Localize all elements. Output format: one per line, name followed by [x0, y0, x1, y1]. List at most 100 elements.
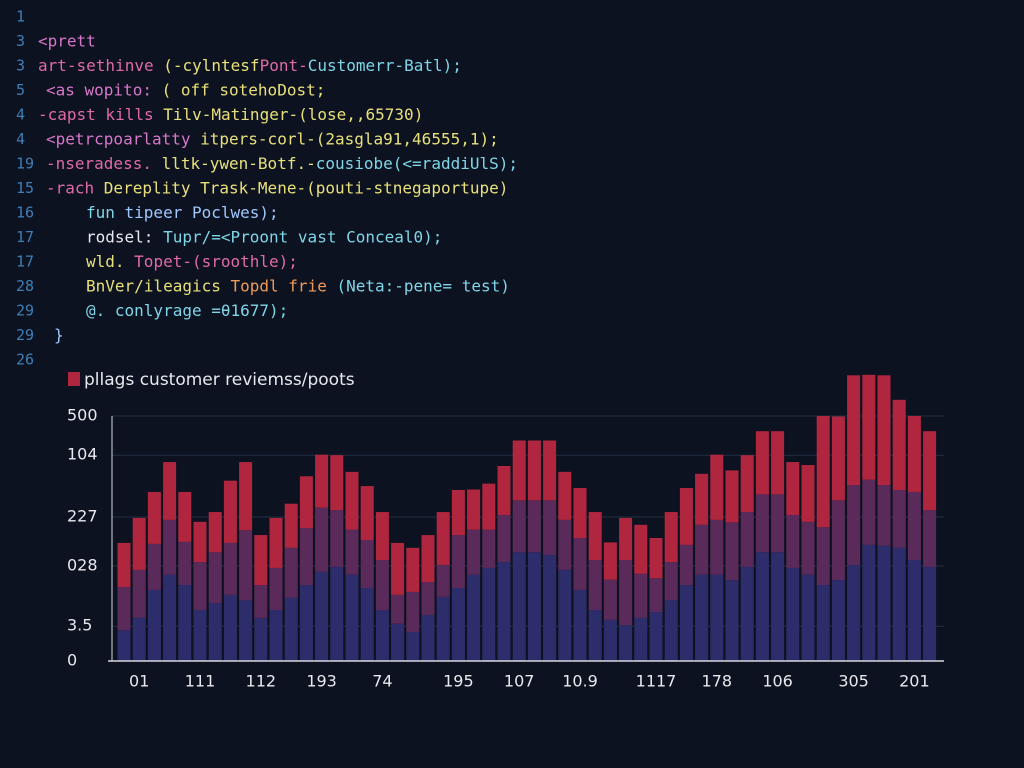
code-token: wld. — [86, 252, 134, 271]
line-number: 17 — [16, 253, 34, 271]
bar-segment — [603, 619, 617, 661]
bar-segment — [360, 486, 374, 540]
bar-segment — [467, 489, 481, 530]
code-token: Topet-(sroothle); — [134, 252, 298, 271]
code-token: Tupr/=<Proont vast Conceal0); — [163, 227, 442, 246]
bar-segment — [132, 517, 146, 570]
bar-segment — [588, 610, 602, 661]
bar-segment — [512, 440, 526, 501]
bar-segment — [725, 522, 739, 581]
bar-segment — [786, 514, 800, 568]
bar-segment — [512, 500, 526, 553]
bar-segment — [862, 544, 876, 661]
bar-segment — [451, 587, 465, 661]
bar-segment — [512, 552, 526, 661]
bar-segment — [816, 527, 830, 586]
line-number: 17 — [16, 228, 34, 246]
bar-segment — [178, 491, 192, 542]
line-number: 4 — [16, 106, 25, 124]
code-token: cousiobe(<=raddiUlS); — [316, 154, 518, 173]
code-token: art-sethinve — [38, 56, 163, 75]
bar-segment — [679, 544, 693, 586]
code-line: -capst kills Tilv-Matinger-(lose,,65730) — [38, 105, 423, 124]
bar-segment — [421, 582, 435, 615]
y-tick-label: 104 — [67, 445, 98, 464]
bar-segment — [436, 564, 450, 597]
bar-segment — [710, 519, 724, 575]
bar-segment — [375, 610, 389, 661]
bar-segment — [619, 625, 633, 661]
bar-segment — [436, 596, 450, 661]
x-tick-label: 106 — [762, 672, 793, 691]
code-token: Dereplity Trask-Mene-(pouti-stnegaportup… — [104, 178, 509, 197]
bar-segment — [299, 585, 313, 661]
x-tick-label: 1117 — [636, 672, 677, 691]
bar-segment — [619, 560, 633, 626]
bar-segment — [771, 552, 785, 661]
bar-segment — [725, 470, 739, 523]
bar-segment — [299, 528, 313, 586]
bar-segment — [421, 614, 435, 661]
x-tick-label: 201 — [899, 672, 930, 691]
bar-segment — [315, 507, 329, 572]
bar-segment — [284, 597, 298, 661]
code-token: (Neta:-pene= test) — [336, 276, 509, 295]
code-token: Tilv-Matinger-(lose,,65730) — [163, 105, 423, 124]
code-line: @. conlyrage =θ1677); — [86, 301, 288, 320]
code-line: <petrcpoarlatty itpers-corl-(2asgla91,46… — [46, 129, 499, 148]
bar-segment — [391, 623, 405, 661]
bar-segment — [193, 562, 207, 611]
bar-segment — [634, 524, 648, 574]
bar-segment — [801, 574, 815, 661]
code-token: -rach — [46, 178, 104, 197]
bar-segment — [132, 569, 146, 618]
bar-segment — [254, 617, 268, 661]
x-tick-label: 01 — [129, 672, 149, 691]
bar-segment — [527, 440, 541, 501]
bar-segment — [679, 585, 693, 661]
bar-segment — [482, 567, 496, 661]
y-tick-label: 0 — [67, 651, 77, 670]
bar-segment — [269, 610, 283, 661]
bar-segment — [801, 521, 815, 575]
bar-segment — [603, 542, 617, 580]
bar-segment — [178, 585, 192, 661]
bar-segment — [543, 555, 557, 661]
code-line: fun tipeer Poclwes); — [86, 203, 279, 222]
bar-segment — [147, 589, 161, 661]
bar-segment — [208, 552, 222, 604]
bar-segment — [117, 542, 131, 588]
bar-segment — [482, 529, 496, 568]
code-token: ( off sotehoDost; — [162, 80, 326, 99]
bar-segment — [147, 543, 161, 590]
line-number: 3 — [16, 57, 25, 75]
bar-segment — [406, 591, 420, 633]
legend-swatch — [68, 372, 80, 386]
bar-segment — [816, 416, 830, 528]
bar-segment — [284, 547, 298, 598]
bar-segment — [664, 562, 678, 601]
bar-segment — [543, 500, 557, 556]
bar-segment — [360, 539, 374, 588]
bar-segment — [695, 473, 709, 525]
bar-segment — [178, 541, 192, 586]
bar-segment — [345, 471, 359, 530]
bar-segment — [132, 617, 146, 661]
bar-segment — [482, 483, 496, 530]
code-token: Topdl frie — [231, 276, 337, 295]
y-tick-label: 3.5 — [67, 616, 92, 635]
bar-segment — [649, 612, 663, 661]
x-tick-label: 193 — [306, 672, 337, 691]
bar-segment — [467, 574, 481, 661]
bar-segment — [847, 375, 861, 486]
bar-segment — [163, 462, 177, 520]
bar-segment — [695, 574, 709, 661]
code-token: Customerr-Batl); — [308, 56, 462, 75]
bar-segment — [923, 510, 937, 567]
bar-segment — [892, 489, 906, 548]
y-tick-label: 028 — [67, 555, 98, 574]
bar-segment — [634, 617, 648, 661]
code-line: -rach Dereplity Trask-Mene-(pouti-stnega… — [46, 178, 508, 197]
